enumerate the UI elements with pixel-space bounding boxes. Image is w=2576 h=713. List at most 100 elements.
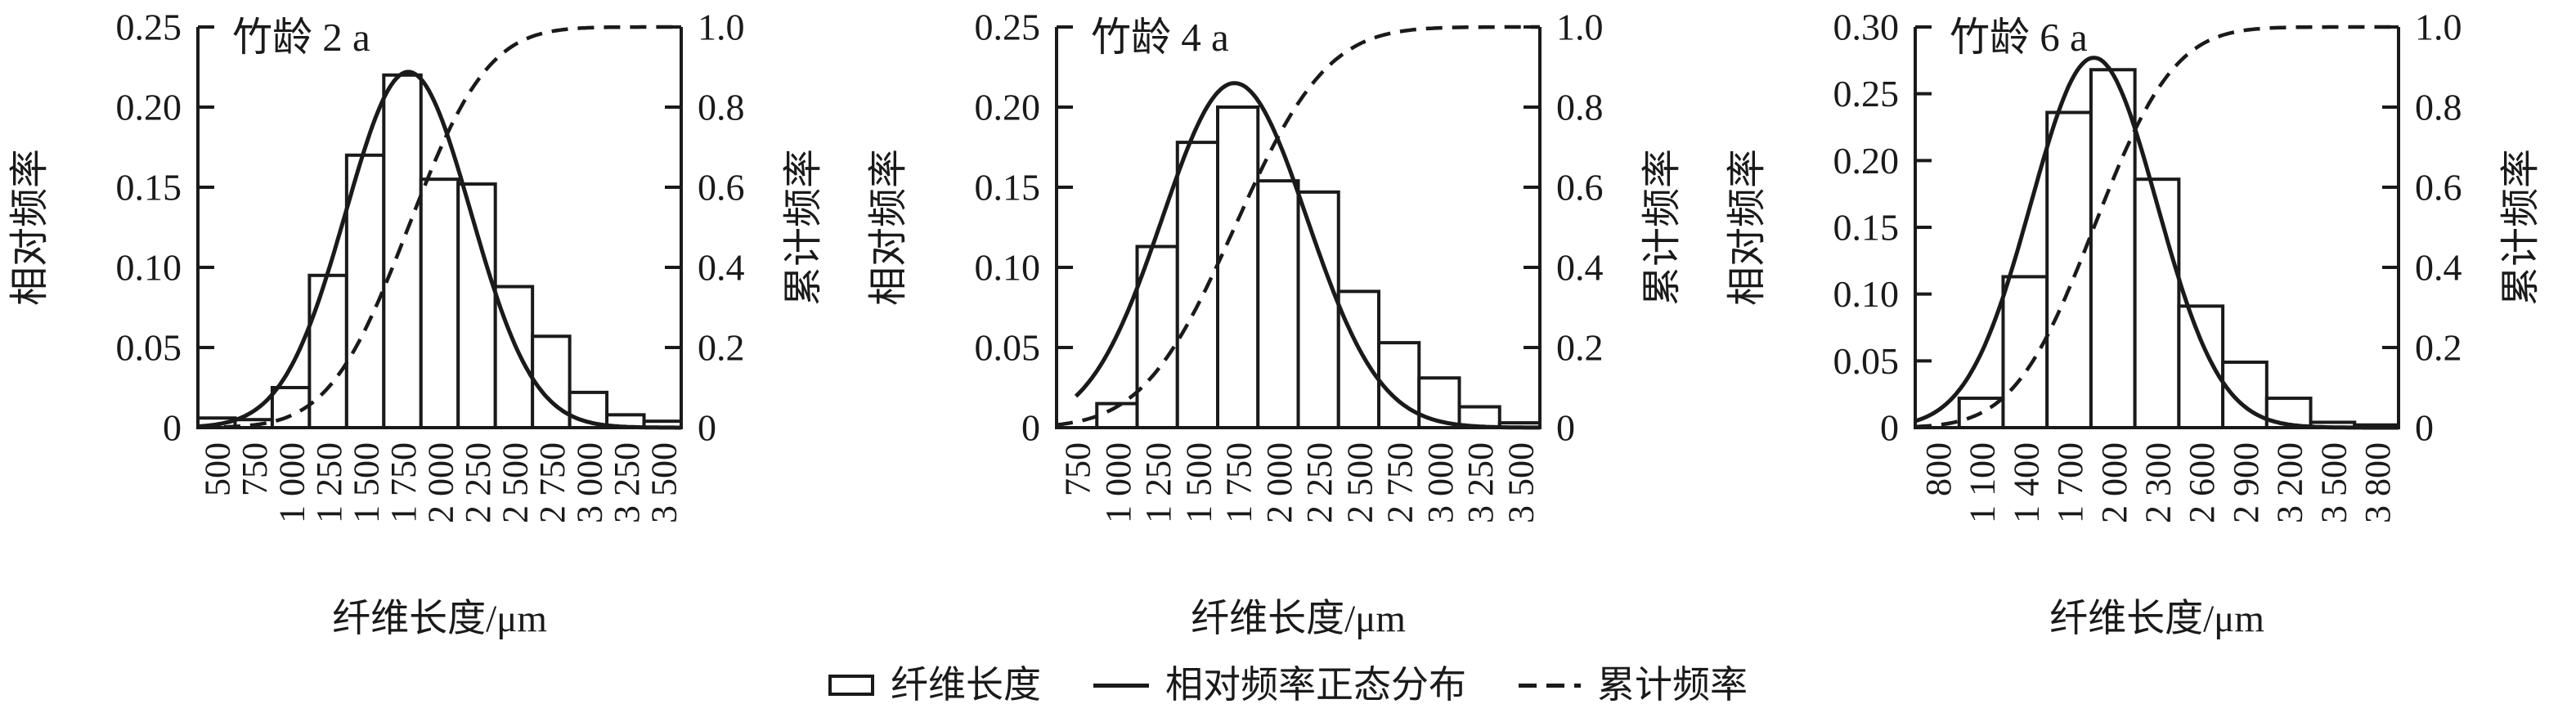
chart-canvas-age-2a: 0 0.05 0.10 0.15 0.20 0.25 0 0.2 0.4 0.6 0.8 1.0 500… xyxy=(8,7,825,641)
right-tick-label: 0 xyxy=(1556,407,1575,449)
x-tick-label: 2 500 xyxy=(1340,442,1380,523)
normal-curve xyxy=(1074,81,1540,430)
right-tick-label: 0.6 xyxy=(1556,167,1604,209)
dashed-line-icon xyxy=(1519,683,1581,688)
chart-panel-age-4a: 0 0.05 0.10 0.15 0.20 0.25 0 0.2 0.4 0.6 0.8 1.0 750… xyxy=(859,0,1717,654)
y-axis-title-left: 相对频率 xyxy=(1726,149,1769,306)
chart-panel-age-2a: 0 0.05 0.10 0.15 0.20 0.25 0 0.2 0.4 0.6 0.8 1.0 500… xyxy=(0,0,859,654)
histogram-bar xyxy=(1336,289,1380,429)
x-tick-label: 1 250 xyxy=(309,442,349,523)
y-axis-title-right: 累计频率 xyxy=(1640,149,1684,306)
right-tick-label: 0.8 xyxy=(698,87,745,128)
x-tick-label: 2 000 xyxy=(421,442,461,523)
left-tick-label: 0.20 xyxy=(116,87,182,128)
left-tick-label: 0.10 xyxy=(1833,273,1900,315)
right-tick-label: 0.4 xyxy=(1556,247,1604,289)
cumulative-curve xyxy=(198,25,681,430)
axis-spines xyxy=(196,27,683,429)
histogram-bar xyxy=(382,73,423,430)
x-tick-label: 3 500 xyxy=(1501,442,1541,523)
left-tick-label: 0.25 xyxy=(116,7,182,48)
x-tick-label: 1 750 xyxy=(384,442,424,523)
left-tick-label: 0.05 xyxy=(116,327,182,369)
chart-panel-age-6a: 0 0.05 0.10 0.15 0.20 0.25 0.30 0 0.2 0.4 0.6 0.8 1.… xyxy=(1717,0,2576,654)
histogram-bar xyxy=(307,273,348,429)
right-tick-label: 0.2 xyxy=(2415,327,2462,369)
x-tick-label: 750 xyxy=(235,442,275,496)
x-tick-label: 750 xyxy=(1058,442,1098,496)
legend-label-normal-distribution: 相对频率正态分布 xyxy=(1165,664,1466,706)
x-tick-label: 3 200 xyxy=(2270,442,2310,523)
legend-item-normal-distribution: 相对频率正态分布 xyxy=(1093,659,1466,711)
histogram-bar xyxy=(2133,177,2181,429)
chart-canvas-age-4a: 0 0.05 0.10 0.15 0.20 0.25 0 0.2 0.4 0.6 0.8 1.0 750… xyxy=(867,7,1684,641)
x-tick-label: 2 750 xyxy=(1380,442,1420,523)
right-tick-label: 0.4 xyxy=(2415,247,2462,289)
right-tick-label: 0 xyxy=(2415,407,2434,449)
x-tick-label: 1 000 xyxy=(272,442,312,523)
axes: 0 0.05 0.10 0.15 0.20 0.25 0 0.2 0.4 0.6 0.8 1.0 500… xyxy=(116,7,745,524)
left-tick-label: 0.15 xyxy=(1833,207,1900,249)
x-tick-label: 3 000 xyxy=(1420,442,1461,523)
charts-row: 0 0.05 0.10 0.15 0.20 0.25 0 0.2 0.4 0.6 0.8 1.0 500… xyxy=(0,0,2576,654)
chart-canvas-age-6a: 0 0.05 0.10 0.15 0.20 0.25 0.30 0 0.2 0.4 0.6 0.8 1.… xyxy=(1726,7,2542,641)
histogram-bar xyxy=(2045,110,2093,430)
left-tick-label: 0.30 xyxy=(1833,7,1900,48)
legend-item-cumulative-frequency: 累计频率 xyxy=(1519,659,1748,711)
y-axis-title-left: 相对频率 xyxy=(8,149,52,306)
x-tick-label: 1 700 xyxy=(2050,442,2090,523)
x-axis-title: 纤维长度/μm xyxy=(2049,598,2264,640)
x-tick-label: 3 500 xyxy=(2313,442,2354,523)
right-tick-label: 1.0 xyxy=(1556,7,1604,48)
histogram-bar xyxy=(2177,304,2225,429)
x-tick-label: 2 300 xyxy=(2138,442,2179,523)
x-tick-label: 800 xyxy=(1919,442,1959,496)
left-tick-label: 0.25 xyxy=(975,7,1041,48)
left-tick-label: 0.15 xyxy=(975,167,1041,209)
x-tick-label: 1 750 xyxy=(1219,442,1259,523)
right-tick-label: 0.6 xyxy=(698,167,745,209)
x-tick-label: 2 000 xyxy=(2094,442,2134,523)
left-tick-label: 0.25 xyxy=(1833,73,1900,114)
left-tick-label: 0.20 xyxy=(1833,140,1900,182)
axis-spines xyxy=(1055,27,1542,429)
histogram-bar xyxy=(419,177,460,429)
x-tick-label: 2 250 xyxy=(458,442,498,523)
panel-title: 竹龄 2 a xyxy=(232,15,370,60)
histogram-bar xyxy=(1216,105,1260,429)
left-tick-label: 0.20 xyxy=(975,87,1041,128)
x-tick-label: 3 000 xyxy=(569,442,609,523)
x-tick-label: 2 750 xyxy=(532,442,572,523)
histogram-bar xyxy=(1256,179,1300,429)
histogram-bar xyxy=(1296,190,1340,429)
normal-curve xyxy=(197,70,681,430)
x-tick-label: 3 800 xyxy=(2358,442,2398,523)
histogram-bars xyxy=(1957,68,2400,430)
x-tick-label: 2 250 xyxy=(1299,442,1340,523)
chart-legend: 纤维长度 相对频率正态分布 累计频率 xyxy=(0,659,2576,711)
x-tick-label: 1 100 xyxy=(1963,442,2003,523)
x-tick-label: 3 250 xyxy=(607,442,647,523)
right-tick-label: 0.2 xyxy=(1556,327,1604,369)
y-axis-title-right: 累计频率 xyxy=(782,149,825,306)
histogram-bar xyxy=(1175,141,1219,429)
left-tick-label: 0 xyxy=(1880,407,1899,449)
left-tick-label: 0.15 xyxy=(116,167,182,209)
right-tick-label: 0 xyxy=(698,407,716,449)
x-tick-label: 2 000 xyxy=(1259,442,1299,523)
x-tick-label: 2 600 xyxy=(2182,442,2222,523)
histogram-bar xyxy=(2089,68,2137,430)
left-tick-label: 0.05 xyxy=(1833,340,1900,382)
legend-item-fiber-length: 纤维长度 xyxy=(828,659,1041,711)
x-tick-label: 2 500 xyxy=(495,442,535,523)
hollow-bar-icon xyxy=(828,675,874,696)
axes: 0 0.05 0.10 0.15 0.20 0.25 0 0.2 0.4 0.6 0.8 1.0 750… xyxy=(975,7,1604,524)
x-axis-title: 纤维长度/μm xyxy=(332,598,547,640)
histogram-bars xyxy=(196,73,683,430)
left-tick-label: 0.05 xyxy=(975,327,1041,369)
right-tick-label: 0.6 xyxy=(2415,167,2462,209)
left-tick-label: 0.10 xyxy=(975,247,1041,289)
y-axis-title-left: 相对频率 xyxy=(867,149,910,306)
x-tick-label: 1 500 xyxy=(347,442,387,523)
